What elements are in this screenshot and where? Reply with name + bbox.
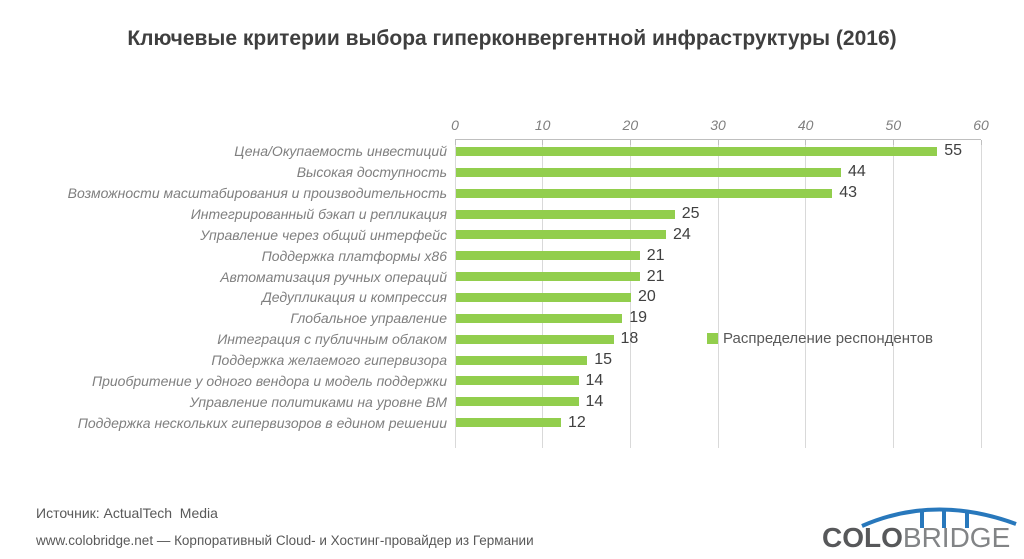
bar-row: 20 [456,287,981,308]
gridline [717,140,719,448]
colobridge-logo: COLOBRIDGE [822,498,1018,556]
bar [456,397,579,407]
category-label: Интеграция с публичным облаком [217,331,447,348]
category-label: Управление политиками на уровне ВМ [189,393,447,410]
legend-swatch-icon [707,333,718,344]
legend-label: Распределение респондентов [723,330,934,347]
bar [456,188,833,198]
chart-title: Ключевые критерии выбора гиперконвергент… [127,27,897,50]
source-text: Источник: ActualTech Media [36,505,218,521]
bridge-icon [861,507,1017,528]
category-label: Поддержка нескольких гипервизоров в един… [77,414,447,431]
bar-value-label: 21 [646,246,665,264]
axis-tick [805,140,807,145]
bar-row: 15 [456,350,981,371]
category-label: Поддержка платформы x86 [261,247,447,264]
axis-tick [980,140,982,145]
bar [456,230,666,240]
axis-tick [892,140,894,145]
bar-value-label: 24 [673,225,691,243]
bar-row: 43 [456,183,981,204]
bar [456,313,623,323]
bar [456,418,561,428]
x-axis-labels: 0 10 20 30 40 50 60 [451,117,989,135]
tagline-text: www.colobridge.net — Корпоративный Cloud… [36,533,534,548]
bar-row: 19 [456,308,981,329]
x-tick-label: 60 [973,117,989,133]
bar-value-label: 18 [620,330,639,348]
logo-text-bridge: BRIDGE [902,522,1011,553]
bar [456,334,614,344]
bar-value-label: 14 [585,371,604,389]
axis-tick [542,140,544,145]
bar-value-label: 12 [568,413,586,431]
x-tick-label: 50 [885,117,902,133]
bar-row: 24 [456,224,981,245]
gridline [454,140,456,448]
bar-row: 21 [456,266,981,287]
category-label: Приобритение у одного вендора и модель п… [91,372,447,389]
axis-tick [629,140,631,145]
bar [456,272,640,282]
x-tick-label: 0 [451,117,459,133]
bar-row: 25 [456,204,981,225]
category-label: Управление через общий интерфейс [200,226,447,243]
bar-row: 44 [456,162,981,183]
axis-tick [454,140,456,145]
gridline [980,140,982,448]
bar [456,209,675,219]
bar-value-label: 21 [646,267,665,285]
bar [456,355,588,365]
category-label: Высокая доступность [296,164,447,181]
category-label: Глобальное управление [290,310,447,327]
legend: Распределение респондентов [707,330,933,347]
category-label: Возможности масштабирования и производит… [67,185,447,202]
bar-value-label: 25 [681,205,700,222]
bar [456,146,938,156]
logo-text: COLOBRIDGE [822,524,1010,552]
bar-series: 55 44 43 25 24 21 21 20 19 18 15 14 14 12 [456,141,981,433]
bar [456,167,841,177]
bar [456,376,579,386]
gridline [805,140,807,448]
bar-value-label: 14 [585,392,604,410]
bar-row: 21 [456,245,981,266]
bar [456,251,640,261]
bar-row: 14 [456,370,981,391]
x-tick-label: 20 [622,117,639,133]
bar [456,292,631,302]
category-axis: Цена/Окупаемость инвестиций Высокая досту… [28,141,447,433]
axis-tick [717,140,719,145]
category-label: Интегрированный бэкап и репликация [190,206,447,222]
bar-row: 14 [456,391,981,412]
bar-row: 18 [456,329,981,350]
gridline [892,140,894,448]
bar-value-label: 44 [848,163,866,181]
bar-value-label: 20 [638,288,656,306]
x-tick-label: 40 [797,117,814,133]
bar-value-label: 55 [944,142,963,160]
x-tick-label: 30 [710,117,726,133]
category-label: Цена/Окупаемость инвестиций [234,143,447,160]
category-label: Автоматизация ручных операций [220,268,447,285]
x-tick-label: 10 [534,117,551,133]
logo-text-colo: COLO [822,522,903,553]
bar-value-label: 15 [594,351,613,369]
bar-row: 12 [456,412,981,433]
bar-value-label: 43 [839,184,858,202]
category-label: Дедупликация и компрессия [261,289,447,306]
bar-value-label: 19 [629,309,648,327]
category-label: Поддержка желаемого гипервизора [211,352,447,369]
bar-row: 55 [456,141,981,162]
